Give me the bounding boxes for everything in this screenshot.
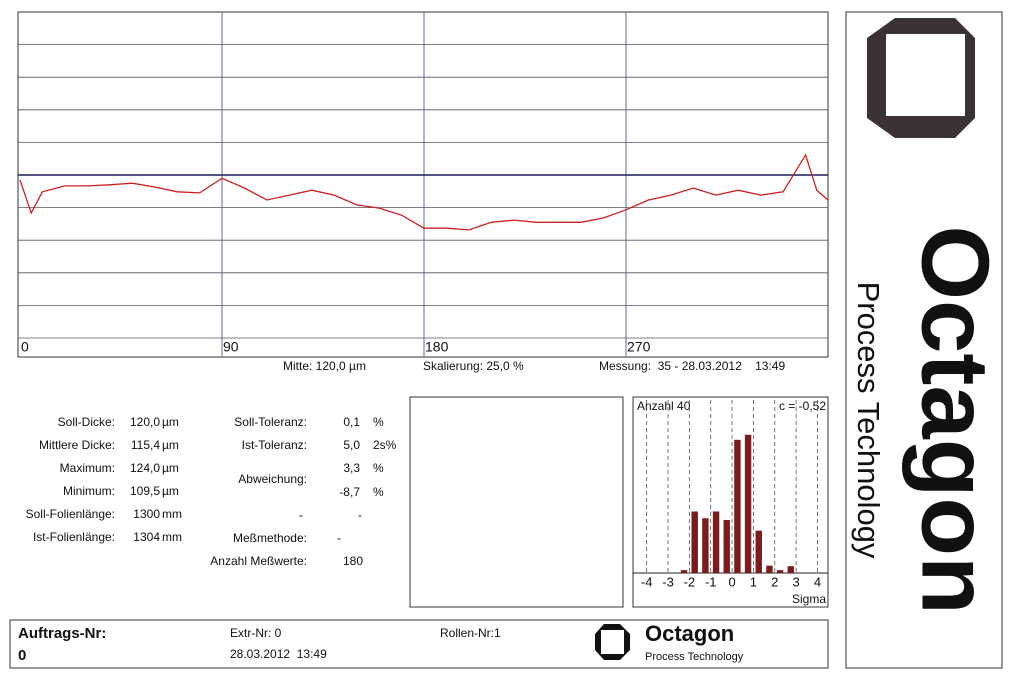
stat-dash: - (358, 508, 362, 522)
hist-xlabel: Sigma (792, 592, 826, 606)
hist-bar (691, 511, 698, 573)
stat-unit: µm (162, 461, 179, 475)
stat-value: 1300 (133, 507, 160, 521)
stat-unit: 2s% (373, 438, 397, 452)
footer-frame (9, 619, 829, 669)
hist-bar (744, 434, 752, 573)
side-logo-mark (867, 18, 975, 138)
stat-label: Minimum: (63, 484, 115, 498)
stat-value: 180 (343, 554, 363, 568)
stat-label: Ist-Folienlänge: (33, 530, 115, 544)
profile-line (19, 153, 829, 231)
caption-scaling: Skalierung: 25,0 % (423, 359, 524, 373)
stat-unit: µm (162, 438, 179, 452)
stat-label: Soll-Folienlänge: (26, 507, 115, 521)
footer-logo-mark (595, 624, 630, 660)
stat-value: 3,3 (343, 461, 360, 475)
stat-value: 115,4 (131, 438, 160, 452)
stat-unit: % (373, 415, 384, 429)
stat-unit: % (373, 461, 384, 475)
stat-value: 1304 (133, 530, 160, 544)
stat-label: Soll-Toleranz: (234, 415, 307, 429)
stat-label: Ist-Toleranz: (242, 438, 307, 452)
footer-date: 28.03.2012 13:49 (230, 647, 327, 661)
x-tick-label: 0 (728, 574, 735, 589)
x-tick-label: 90 (223, 339, 239, 355)
stat-unit: mm (162, 530, 182, 544)
x-tick-label: -1 (705, 574, 717, 589)
profile-frame (17, 11, 829, 358)
hist-bar (734, 439, 741, 573)
x-tick-label: 270 (627, 339, 651, 355)
x-tick-label: 4 (814, 574, 821, 589)
stat-value: 5,0 (343, 438, 360, 452)
hist-bar (755, 530, 762, 573)
stat-unit: µm (162, 484, 179, 498)
hist-count: Anzahl 40 (637, 399, 691, 413)
footer-tagline: Process Technology (645, 651, 744, 663)
x-tick-label: 180 (425, 339, 449, 355)
stat-value: 120,0 (130, 415, 160, 429)
stat-value: - (337, 531, 341, 545)
hist-bar (712, 511, 720, 573)
stat-label: Mittlere Dicke: (39, 438, 115, 452)
stat-label: Meßmethode: (233, 531, 307, 545)
rollen-number: Rollen-Nr:1 (440, 626, 501, 640)
hist-bar (776, 570, 784, 573)
x-tick-label: -3 (662, 574, 674, 589)
side-brand: Octagon (902, 225, 1009, 614)
extr-number: Extr-Nr: 0 (230, 626, 282, 640)
stat-value: 124,0 (130, 461, 160, 475)
stat-label: Maximum: (60, 461, 115, 475)
stat-value: 109,5 (130, 484, 160, 498)
side-tagline: Process Technology (851, 282, 886, 559)
stat-unit: mm (162, 507, 182, 521)
empty-panel (409, 396, 624, 608)
x-tick-label: -4 (641, 574, 653, 589)
side-logo-frame (845, 11, 1003, 669)
caption-center: Mitte: 120,0 µm (283, 359, 366, 373)
x-tick-label: 1 (750, 574, 757, 589)
x-tick-label: 2 (771, 574, 778, 589)
hist-c: c = -0,52 (779, 399, 826, 413)
x-tick-label: 3 (792, 574, 799, 589)
stat-value: 0,1 (343, 415, 360, 429)
footer-brand: Octagon (645, 621, 734, 646)
hist-bar (680, 570, 688, 573)
order-number: 0 (18, 647, 26, 664)
histogram-frame (632, 396, 829, 608)
hist-bar (723, 519, 730, 573)
stat-value: -8,7 (339, 485, 360, 499)
order-label: Auftrags-Nr: (18, 625, 106, 642)
x-tick-label: -2 (684, 574, 696, 589)
stat-label: Anzahl Meßwerte: (210, 554, 307, 568)
stat-unit: % (373, 485, 384, 499)
stat-label: Soll-Dicke: (58, 415, 115, 429)
hist-bar (787, 566, 794, 573)
stat-dash: - (299, 508, 303, 522)
stat-unit: µm (162, 415, 179, 429)
hist-bar (766, 565, 773, 573)
hist-bar (702, 518, 709, 573)
x-tick-label: 0 (21, 339, 29, 355)
caption-measurement: Messung: 35 - 28.03.2012 13:49 (599, 359, 785, 373)
stat-label: Abweichung: (238, 472, 307, 486)
